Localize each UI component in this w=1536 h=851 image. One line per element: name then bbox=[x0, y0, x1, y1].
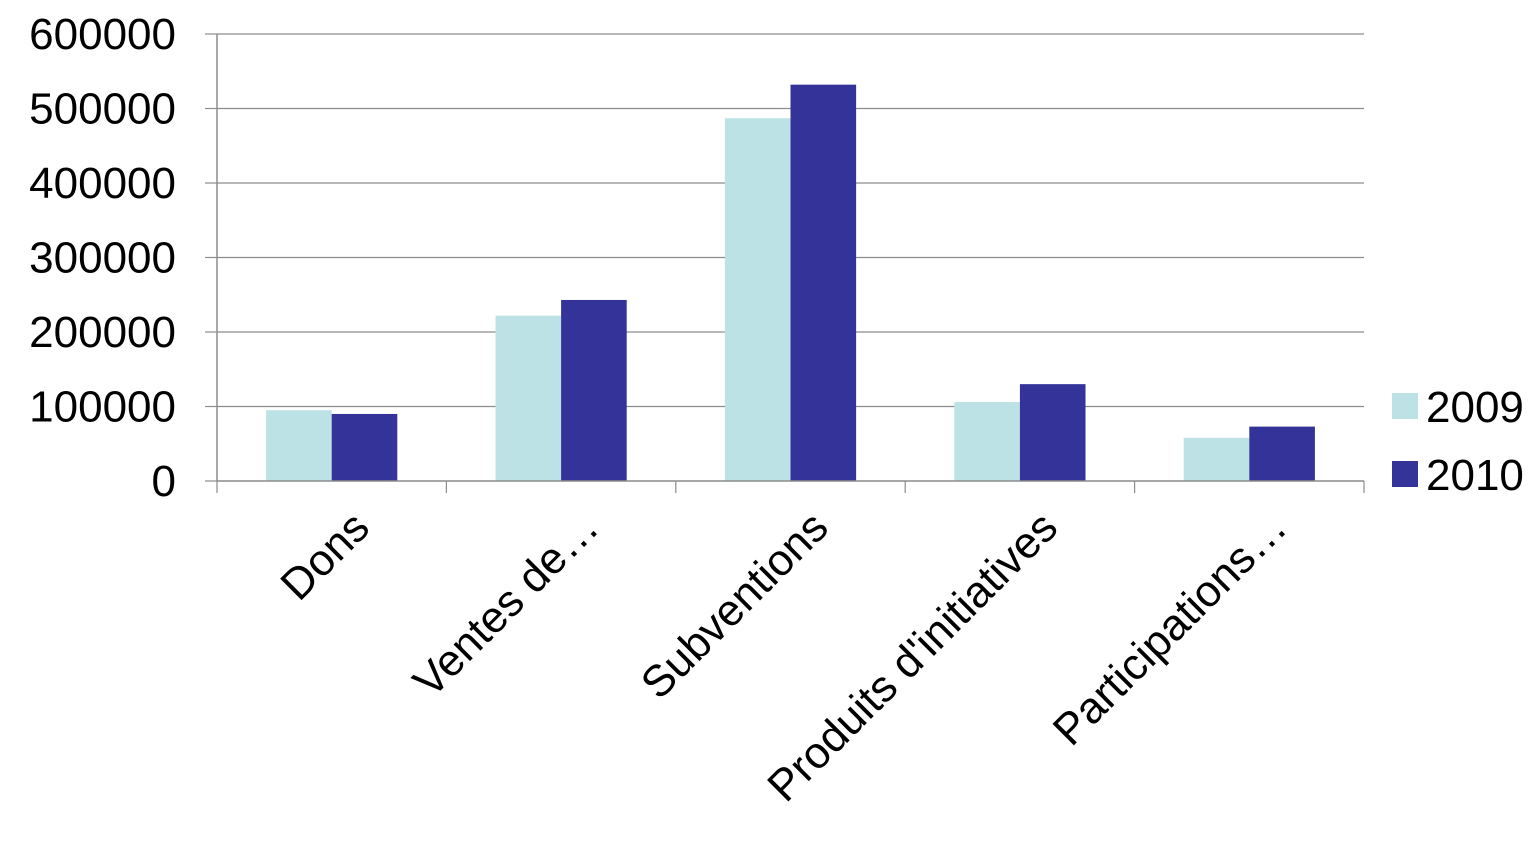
bar-2010-4 bbox=[1249, 426, 1315, 481]
x-category-label: Dons bbox=[271, 502, 378, 609]
axes bbox=[205, 33, 1365, 493]
bar-2009-1 bbox=[495, 315, 562, 481]
bar-2009-4 bbox=[1183, 437, 1250, 481]
y-tick-label: 0 bbox=[152, 457, 176, 506]
x-category-label: Ventes de… bbox=[404, 502, 608, 706]
legend-label-2009: 2009 bbox=[1426, 383, 1524, 432]
y-tick-label: 400000 bbox=[29, 159, 176, 208]
legend-swatch-2010 bbox=[1392, 461, 1418, 487]
bar-2010-0 bbox=[331, 413, 398, 481]
x-category-label: Subventions bbox=[632, 502, 838, 708]
bar-2009-3 bbox=[954, 402, 1020, 481]
y-tick-label: 600000 bbox=[29, 10, 176, 59]
bar-2010-2 bbox=[790, 84, 857, 481]
legend-swatch-2009 bbox=[1392, 393, 1418, 419]
y-tick-labels: 0 100000 200000 300000 400000 500000 600000 bbox=[29, 10, 176, 506]
legend: 2009 2010 bbox=[1392, 383, 1524, 500]
legend-label-2010: 2010 bbox=[1426, 451, 1524, 500]
bars bbox=[266, 84, 1315, 481]
y-tick-label: 500000 bbox=[29, 85, 176, 134]
bar-2010-3 bbox=[1019, 384, 1086, 481]
bar-2009-0 bbox=[266, 410, 332, 481]
x-category-label: Participations… bbox=[1044, 502, 1297, 755]
bar-2009-2 bbox=[724, 118, 791, 481]
bar-2010-1 bbox=[561, 299, 627, 481]
y-tick-label: 100000 bbox=[29, 383, 176, 432]
y-tick-label: 200000 bbox=[29, 308, 176, 357]
y-tick-label: 300000 bbox=[29, 234, 176, 283]
